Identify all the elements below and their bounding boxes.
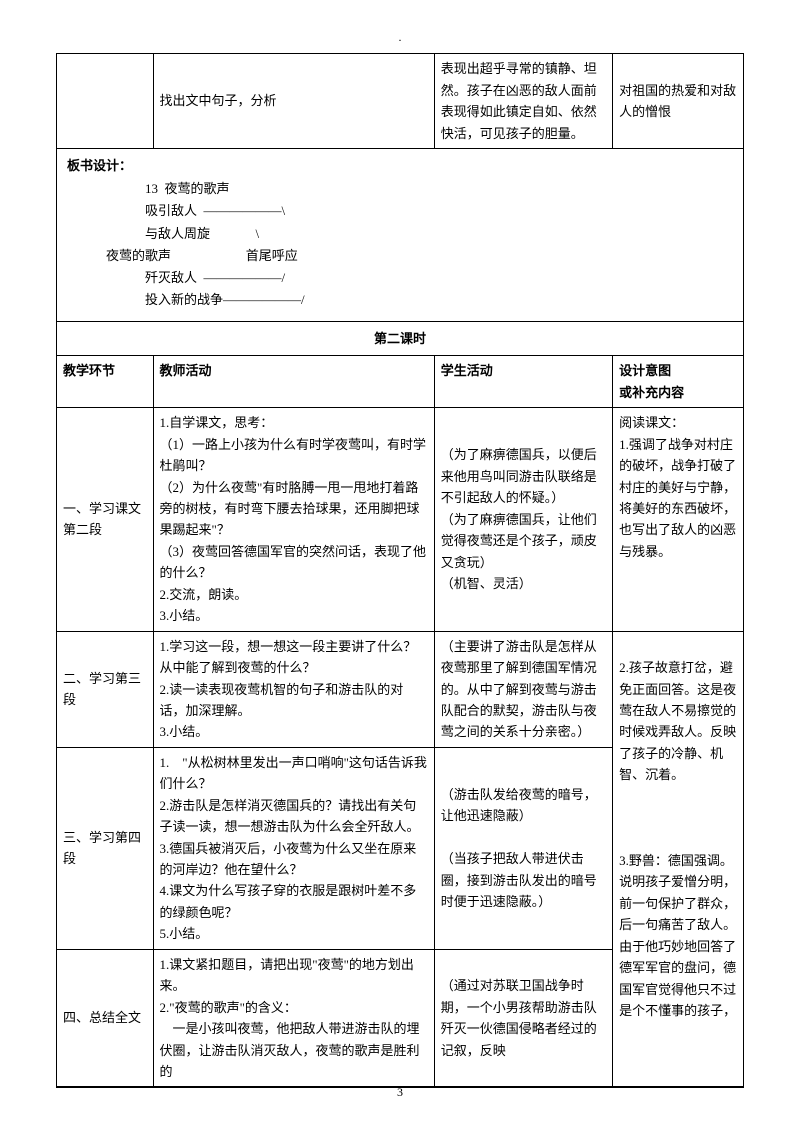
intent-text-2: 2.孩子故意打岔，避免正面回答。这是夜莺在敌人不易擦觉的时候戏弄敌人。反映了孩子… [619, 660, 736, 782]
cell-env: 一、学习课文第二段 [57, 408, 153, 631]
lesson-title: 第二课时 [57, 321, 743, 355]
cell-env [57, 54, 153, 148]
board-design-cell: 板书设计： 13 夜莺的歌声 吸引敌人 ——————\ 与敌人周旋 \ 夜莺的歌… [57, 148, 743, 321]
lesson-plan-table: 找出文中句子，分析 表现出超乎寻常的镇静、坦然。孩子在凶恶的敌人面前表现得如此镇… [56, 53, 744, 1088]
cell-teacher: 1.学习这一段，想一想这一段主要讲了什么？从中能了解到夜莺的什么？ 2.读一读表… [153, 631, 434, 747]
page-marker: . [0, 0, 800, 53]
cell-student: （为了麻痹德国兵，以便后来他用鸟叫同游击队联络是不引起敌人的怀疑。） （为了麻痹… [434, 408, 612, 631]
cell-student: （主要讲了游击队是怎样从夜莺那里了解到德国军情况的。从中了解到夜莺与游击队配合的… [434, 631, 612, 747]
cell-teacher: 1. "从松树林里发出一声口哨响"这句话告诉我们什么？ 2.游击队是怎样消灭德国… [153, 747, 434, 949]
board-design-row: 板书设计： 13 夜莺的歌声 吸引敌人 ——————\ 与敌人周旋 \ 夜莺的歌… [57, 148, 743, 321]
cell-teacher: 1.课文紧扣题目，请把出现"夜莺"的地方划出来。 2."夜莺的歌声"的含义： 一… [153, 949, 434, 1087]
cell-intent: 对祖国的热爱和对敌人的憎恨 [613, 54, 743, 148]
cell-teacher: 1.自学课文，思考： （1）一路上小孩为什么有时学夜莺叫，有时学杜鹃叫？ （2）… [153, 408, 434, 631]
header-env: 教学环节 [57, 356, 153, 408]
header-student: 学生活动 [434, 356, 612, 408]
cell-student: 表现出超乎寻常的镇静、坦然。孩子在凶恶的敌人面前表现得如此镇定自如、依然快活，可… [434, 54, 612, 148]
header-teacher: 教师活动 [153, 356, 434, 408]
lesson-header-row: 第二课时 [57, 321, 743, 355]
cell-teacher: 找出文中句子，分析 [153, 54, 434, 148]
main-table: 找出文中句子，分析 表现出超乎寻常的镇静、坦然。孩子在凶恶的敌人面前表现得如此镇… [57, 54, 743, 1087]
intent-text-3: 3.野兽：德国强调。 说明孩子爱憎分明，前一句保护了群众，后一句痛苦了敌人。由于… [619, 853, 736, 1018]
header-intent: 设计意图 或补充内容 [613, 356, 743, 408]
page-number: 3 [0, 1083, 800, 1102]
board-title: 板书设计： [67, 155, 733, 176]
cell-intent-merged: 2.孩子故意打岔，避免正面回答。这是夜莺在敌人不易擦觉的时候戏弄敌人。反映了孩子… [613, 631, 743, 1087]
cell-student: （游击队发给夜莺的暗号，让他迅速隐蔽） （当孩子把敌人带进伏击圈，接到游击队发出… [434, 747, 612, 949]
column-header-row: 教学环节 教师活动 学生活动 设计意图 或补充内容 [57, 356, 743, 408]
table-row: 一、学习课文第二段 1.自学课文，思考： （1）一路上小孩为什么有时学夜莺叫，有… [57, 408, 743, 631]
table-row: 找出文中句子，分析 表现出超乎寻常的镇静、坦然。孩子在凶恶的敌人面前表现得如此镇… [57, 54, 743, 148]
cell-env: 二、学习第三段 [57, 631, 153, 747]
cell-env: 四、总结全文 [57, 949, 153, 1087]
table-row: 二、学习第三段 1.学习这一段，想一想这一段主要讲了什么？从中能了解到夜莺的什么… [57, 631, 743, 747]
board-diagram: 13 夜莺的歌声 吸引敌人 ——————\ 与敌人周旋 \ 夜莺的歌声 首尾呼应… [67, 178, 733, 311]
cell-student: （通过对苏联卫国战争时期，一个小男孩帮助游击队歼灭一伙德国侵略者经过的记叙，反映 [434, 949, 612, 1087]
cell-env: 三、学习第四段 [57, 747, 153, 949]
cell-intent: 阅读课文： 1.强调了战争对村庄的破坏，战争打破了村庄的美好与宁静，将美好的东西… [613, 408, 743, 631]
